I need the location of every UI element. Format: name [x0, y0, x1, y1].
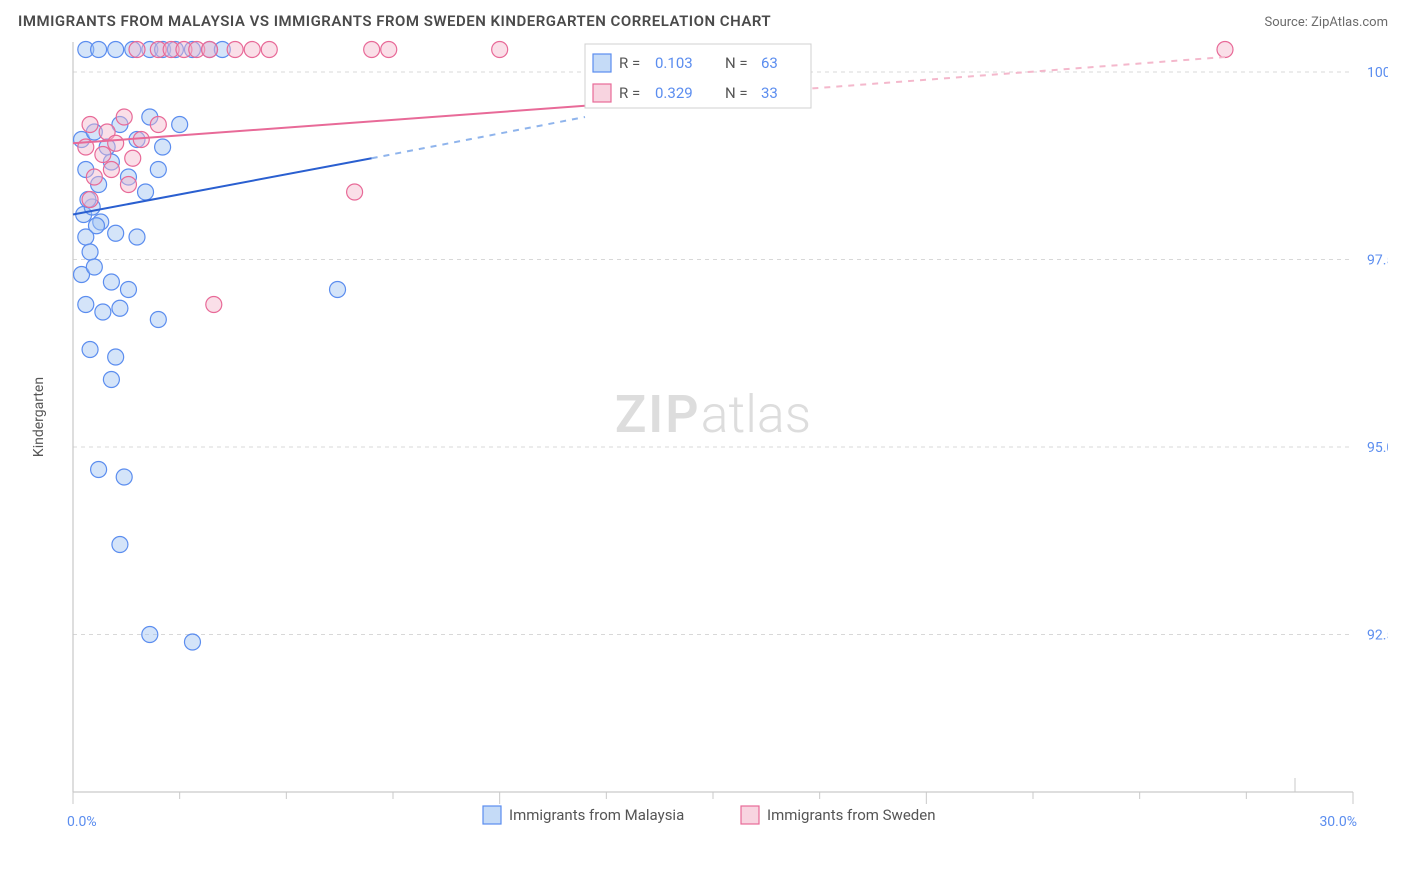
data-point — [129, 229, 145, 245]
data-point — [227, 42, 243, 58]
data-point — [82, 117, 98, 133]
data-point — [155, 139, 171, 155]
data-point — [91, 462, 107, 478]
chart-title: IMMIGRANTS FROM MALAYSIA VS IMMIGRANTS F… — [18, 12, 771, 30]
data-point — [95, 147, 111, 163]
data-point — [108, 42, 124, 58]
data-point — [142, 627, 158, 643]
data-point — [112, 537, 128, 553]
data-point — [103, 162, 119, 178]
data-point — [150, 162, 166, 178]
y-tick-label: 100.0% — [1367, 65, 1388, 81]
stats-r-label: R = — [619, 54, 640, 72]
legend-swatch — [483, 806, 501, 824]
data-point — [78, 297, 94, 313]
data-point — [150, 312, 166, 328]
legend-swatch — [741, 806, 759, 824]
stats-n-label: N = — [725, 84, 748, 102]
data-point — [150, 117, 166, 133]
data-point — [184, 634, 200, 650]
data-point — [138, 184, 154, 200]
data-point — [202, 42, 218, 58]
data-point — [78, 229, 94, 245]
data-point — [91, 42, 107, 58]
stats-r-value: 0.103 — [655, 54, 693, 72]
data-point — [330, 282, 346, 298]
scatter-chart: 92.5% 95.0% 97.5% 100.0% 0.0% 30.0% Kindergart… — [18, 36, 1388, 866]
data-point — [108, 349, 124, 365]
trend-line-dashed — [372, 117, 585, 158]
legend-label: Immigrants from Sweden — [767, 806, 935, 824]
data-point — [82, 244, 98, 260]
data-point — [103, 372, 119, 388]
chart-container: 92.5% 95.0% 97.5% 100.0% 0.0% 30.0% Kindergart… — [18, 36, 1388, 846]
header: IMMIGRANTS FROM MALAYSIA VS IMMIGRANTS F… — [18, 12, 1388, 30]
data-point — [381, 42, 397, 58]
stats-r-label: R = — [619, 84, 640, 102]
x-tick-label-min: 0.0% — [67, 814, 97, 830]
y-tick-label: 97.5% — [1367, 253, 1388, 269]
watermark: ZIPatlas — [615, 384, 811, 445]
data-point — [82, 342, 98, 358]
data-point — [129, 42, 145, 58]
data-point — [108, 225, 124, 241]
stats-n-label: N = — [725, 54, 748, 72]
legend-swatch — [593, 54, 611, 72]
data-point — [95, 304, 111, 320]
data-point — [244, 42, 260, 58]
data-point — [103, 274, 119, 290]
data-point — [112, 300, 128, 316]
data-point — [108, 135, 124, 151]
data-point — [116, 469, 132, 485]
data-point — [86, 169, 102, 185]
data-point — [492, 42, 508, 58]
y-tick-label: 95.0% — [1367, 440, 1388, 456]
data-point — [120, 177, 136, 193]
data-point — [125, 150, 141, 166]
y-axis-title: Kindergarten — [31, 377, 47, 457]
legend-label: Immigrants from Malaysia — [509, 806, 684, 824]
stats-r-value: 0.329 — [655, 84, 693, 102]
stats-n-value: 63 — [761, 54, 778, 72]
source-label: Source: ZipAtlas.com — [1264, 15, 1388, 30]
legend-swatch — [593, 84, 611, 102]
data-point — [172, 117, 188, 133]
data-point — [82, 192, 98, 208]
data-point — [120, 282, 136, 298]
data-point — [1217, 42, 1233, 58]
data-point — [86, 259, 102, 275]
x-tick-label-max: 30.0% — [1319, 814, 1357, 830]
data-point — [261, 42, 277, 58]
stats-n-value: 33 — [761, 84, 778, 102]
data-point — [347, 184, 363, 200]
y-tick-label: 92.5% — [1367, 628, 1388, 644]
data-point — [206, 297, 222, 313]
data-point — [364, 42, 380, 58]
data-point — [116, 109, 132, 125]
